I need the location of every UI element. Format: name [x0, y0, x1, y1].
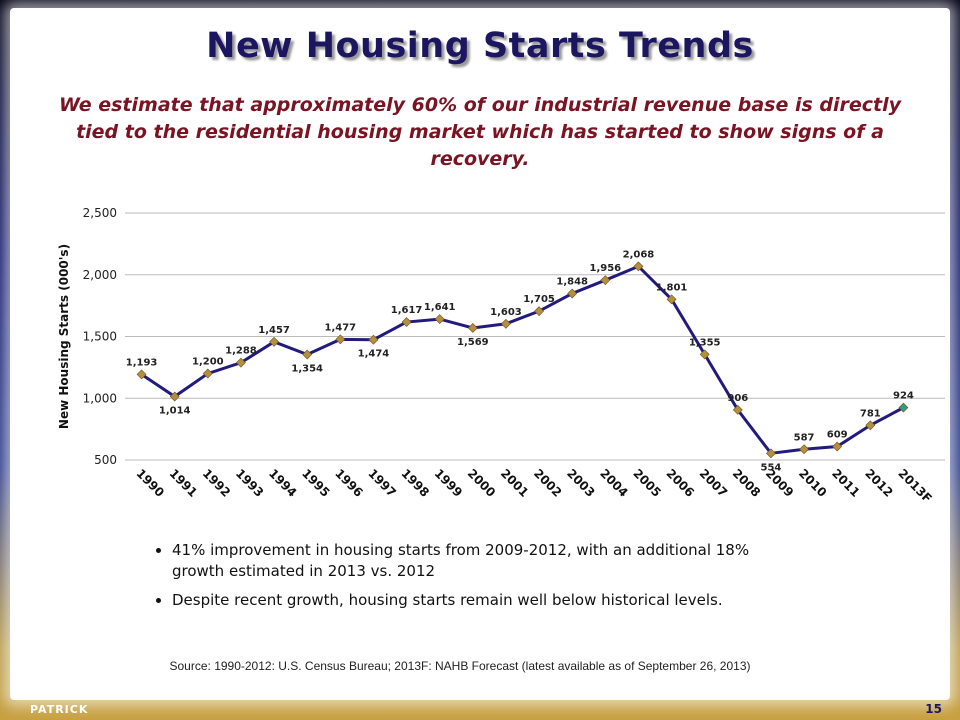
value-label: 1,288 [225, 346, 257, 357]
x-tick-label: 2005 [630, 466, 664, 500]
data-marker [699, 349, 710, 360]
data-marker [302, 349, 313, 360]
x-tick-label: 2013F [895, 466, 934, 505]
page-number: 15 [925, 702, 942, 716]
value-label: 1,014 [159, 406, 191, 417]
value-label: 906 [727, 393, 748, 404]
x-tick-label: 2007 [697, 466, 731, 500]
data-marker [766, 448, 776, 459]
data-marker [269, 336, 279, 347]
y-tick-label: 2,000 [83, 268, 117, 282]
x-tick-label: 2006 [663, 466, 697, 500]
x-tick-label: 2008 [730, 466, 764, 500]
series-line [140, 264, 905, 455]
value-label: 1,200 [192, 357, 224, 368]
data-marker [865, 420, 876, 431]
x-tick-label: 2003 [564, 466, 598, 500]
value-label: 924 [893, 391, 914, 402]
x-tick-label: 2000 [465, 466, 499, 500]
value-label: 1,569 [457, 337, 489, 348]
x-tick-label: 1993 [233, 466, 267, 500]
value-label: 1,457 [258, 325, 290, 336]
data-marker [898, 402, 909, 413]
value-label: 1,617 [391, 305, 423, 316]
data-marker [732, 404, 743, 415]
value-label: 1,355 [689, 337, 721, 348]
data-marker [202, 368, 213, 379]
x-tick-label: 2010 [796, 466, 830, 500]
data-marker [136, 369, 147, 380]
y-tick-label: 2,500 [83, 206, 117, 220]
data-marker [368, 334, 379, 345]
slide-subtitle: We estimate that approximately 60% of ou… [58, 94, 902, 170]
value-label: 1,848 [556, 277, 588, 288]
x-tick-label: 2012 [862, 466, 896, 500]
content-panel [10, 8, 950, 700]
value-label: 1,193 [126, 357, 158, 368]
x-tick-label: 1999 [432, 466, 466, 500]
bullet: Despite recent growth, housing starts re… [172, 590, 792, 611]
data-marker [666, 294, 677, 305]
value-label: 1,956 [589, 263, 621, 274]
x-tick-label: 1992 [200, 466, 234, 500]
value-label: 1,603 [490, 307, 522, 318]
y-tick-label: 1,000 [83, 391, 117, 405]
data-marker [467, 323, 478, 333]
bullet-list: 41% improvement in housing starts from 2… [152, 540, 792, 619]
x-tick-label: 1990 [133, 466, 167, 500]
value-label: 1,477 [324, 322, 356, 333]
bullet: 41% improvement in housing starts from 2… [172, 540, 792, 582]
x-tick-label: 2011 [829, 466, 863, 500]
x-tick-label: 2001 [498, 466, 532, 500]
x-tick-label: 1995 [299, 466, 333, 500]
value-label: 1,474 [358, 349, 390, 360]
value-label: 1,641 [424, 302, 456, 313]
slide-title: New Housing Starts Trends [206, 26, 754, 66]
value-label: 1,801 [656, 282, 688, 293]
x-tick-label: 2002 [531, 466, 565, 500]
data-marker [534, 306, 544, 317]
data-marker [501, 318, 511, 329]
x-tick-label: 1994 [266, 466, 300, 500]
x-tick-label: 1996 [332, 466, 366, 500]
y-tick-label: 500 [94, 453, 117, 467]
value-label: 587 [794, 432, 815, 443]
data-marker [633, 261, 644, 272]
value-label: 2,068 [623, 249, 655, 260]
value-label: 1,354 [291, 364, 323, 375]
chart: 500 1,000 1,500 2,000 2,500 New Housing Start… [57, 206, 945, 506]
data-marker [567, 288, 578, 299]
x-tick-label: 2004 [597, 466, 631, 500]
x-tick-label: 1991 [167, 466, 201, 500]
x-tick-label: 1997 [365, 466, 399, 500]
data-marker [335, 334, 346, 345]
source-note: Source: 1990-2012: U.S. Census Bureau; 2… [169, 659, 751, 673]
data-marker [434, 314, 445, 325]
x-tick-label: 1998 [398, 466, 432, 500]
data-marker [236, 357, 246, 368]
value-label: 1,705 [523, 294, 555, 305]
logo: PATRICK [30, 703, 89, 716]
data-marker [169, 391, 180, 402]
data-marker [401, 317, 412, 327]
value-label: 554 [761, 462, 782, 473]
data-marker [832, 441, 843, 452]
y-axis-label: New Housing Starts (000's) [57, 244, 71, 429]
value-label: 781 [860, 408, 881, 419]
data-marker [799, 444, 809, 455]
data-marker [600, 275, 611, 286]
y-tick-label: 1,500 [83, 330, 117, 344]
value-label: 609 [827, 430, 848, 441]
